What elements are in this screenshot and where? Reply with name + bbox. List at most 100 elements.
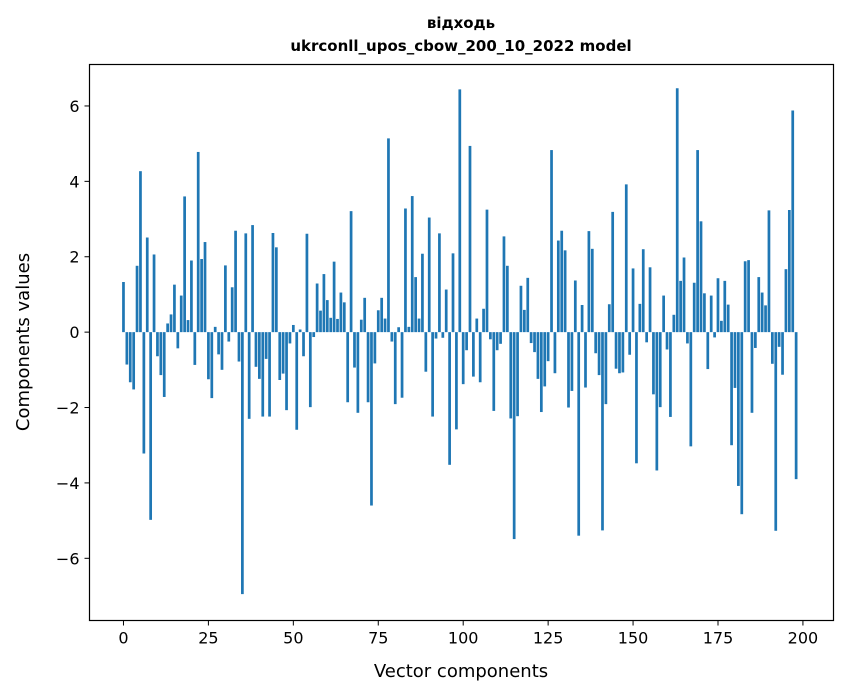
bar-174	[713, 332, 716, 338]
x-tick-label: 200	[788, 629, 819, 648]
bar-65	[342, 302, 346, 333]
x-axis-label: Vector components	[374, 661, 548, 682]
bar-137	[587, 231, 591, 333]
bar-190	[767, 210, 771, 333]
bar-9	[152, 254, 156, 333]
bar-133	[573, 280, 577, 333]
bar-106	[482, 308, 485, 333]
bar-7	[145, 237, 149, 333]
bar-100	[461, 332, 465, 385]
x-tick-label: 150	[618, 629, 649, 648]
bar-183	[743, 261, 747, 333]
bar-6	[142, 332, 146, 454]
bar-160	[665, 332, 669, 350]
bar-184	[747, 260, 750, 333]
bar-93	[438, 233, 441, 333]
bar-87	[417, 318, 421, 333]
bar-39	[254, 332, 258, 367]
bar-129	[560, 230, 564, 333]
y-tick-label: 4	[69, 172, 79, 191]
bar-172	[706, 332, 710, 370]
bar-181	[737, 332, 740, 486]
bar-121	[533, 332, 536, 353]
bar-3	[132, 332, 136, 390]
bar-19	[186, 320, 190, 333]
bar-1	[125, 332, 129, 365]
x-tick-label: 50	[283, 629, 303, 648]
bar-29	[220, 332, 224, 370]
bar-38	[251, 225, 254, 333]
x-tick-label: 175	[703, 629, 734, 648]
bar-66	[346, 332, 350, 403]
bar-167	[689, 332, 693, 447]
bar-161	[669, 332, 672, 417]
plot-area-frame	[88, 63, 835, 622]
bar-154	[645, 332, 649, 343]
bar-192	[774, 332, 778, 531]
bar-57	[315, 283, 319, 333]
bar-141	[601, 332, 604, 531]
bar-152	[638, 303, 642, 333]
bar-158	[658, 332, 662, 408]
bar-74	[373, 332, 377, 364]
bar-series	[122, 88, 798, 595]
bar-91	[431, 332, 434, 417]
bar-151	[635, 332, 638, 464]
bar-41	[261, 332, 265, 417]
bar-104	[475, 318, 479, 333]
x-tick-label: 125	[533, 629, 564, 648]
bar-68	[353, 332, 356, 368]
bar-139	[594, 332, 598, 354]
bar-42	[264, 332, 268, 359]
bar-142	[604, 332, 608, 405]
bar-60	[325, 300, 329, 333]
bar-155	[648, 267, 652, 333]
bar-50	[291, 324, 295, 333]
bar-156	[652, 332, 655, 395]
bar-11	[159, 332, 163, 376]
bar-97	[451, 253, 455, 333]
x-tick-label: 75	[368, 629, 388, 648]
bar-198	[794, 332, 798, 480]
bar-15	[173, 284, 176, 333]
bar-80	[393, 332, 397, 405]
bar-8	[149, 332, 153, 520]
bar-72	[366, 332, 370, 403]
bar-193	[777, 332, 781, 347]
y-tick-label: −4	[56, 474, 80, 493]
bar-51	[295, 332, 299, 430]
bar-64	[339, 292, 343, 333]
bar-188	[760, 292, 764, 333]
bar-46	[278, 332, 282, 380]
bar-5	[139, 171, 142, 333]
bar-78	[387, 138, 390, 333]
bar-63	[336, 318, 339, 333]
bar-132	[570, 332, 574, 391]
bar-35	[241, 332, 244, 595]
bar-89	[424, 332, 428, 372]
bar-55	[308, 332, 312, 408]
x-tick-label: 25	[198, 629, 218, 648]
bar-166	[686, 332, 689, 344]
bar-25	[207, 332, 210, 380]
bar-187	[757, 277, 761, 333]
bar-145	[614, 332, 618, 369]
bar-175	[716, 278, 720, 333]
bar-173	[709, 295, 713, 333]
bar-144	[611, 211, 615, 333]
bar-118	[522, 309, 526, 333]
bar-113	[506, 265, 509, 333]
bar-49	[288, 332, 292, 344]
bar-61	[329, 317, 333, 333]
bar-12	[162, 332, 166, 397]
bar-182	[740, 332, 744, 515]
bar-33	[234, 230, 237, 333]
y-axis-label: Components values	[13, 253, 34, 431]
bar-17	[179, 295, 183, 333]
bar-149	[628, 332, 632, 355]
bar-169	[696, 150, 699, 333]
bar-170	[699, 221, 703, 333]
bar-195	[784, 269, 788, 333]
bar-52	[298, 329, 302, 333]
